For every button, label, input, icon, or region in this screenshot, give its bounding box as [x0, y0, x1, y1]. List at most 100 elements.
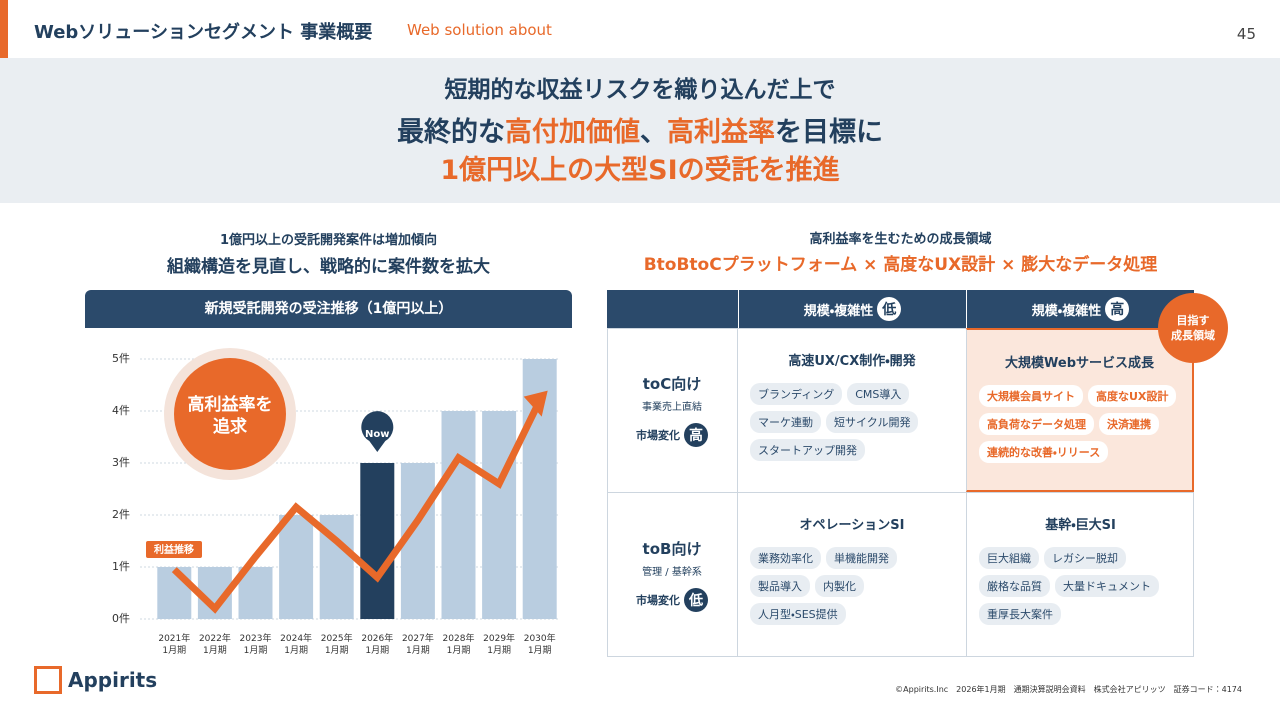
- matrix-cell: 高速UX/CX制作・開発 ブランディング CMS導入 マーケ連動 短サイクル開発 スタート…: [738, 328, 966, 492]
- profit-label-box: [146, 541, 202, 558]
- y-tick-label: 5件: [112, 352, 130, 365]
- tag: CMS導入: [847, 383, 910, 405]
- tag: 短サイクル開発: [826, 411, 919, 433]
- bar: [441, 411, 476, 619]
- headline-text: 短期的な収益リスクを織り込んだ上で: [444, 77, 836, 103]
- row-label: toC向け: [642, 375, 702, 393]
- tag-row: マーケ連動 短サイクル開発: [750, 411, 966, 439]
- left-lead: 1億円以上の受託開発案件は増加傾向: [219, 233, 438, 248]
- row-header: toB向け管理 / 基幹系市場変化低: [607, 492, 738, 657]
- left-heading: 組織構造を見直し、戦略的に案件数を拡大: [167, 257, 490, 277]
- x-tick-label: 2029年 1月期: [483, 634, 516, 656]
- tag: 単機能開発: [826, 547, 897, 569]
- cell-title: 高速UX/CX制作・開発: [788, 354, 916, 369]
- target-badge: 目指す 成長領域: [1158, 293, 1228, 363]
- tag: 大規模会員サイト: [979, 385, 1083, 407]
- row-badge: 低: [684, 587, 708, 612]
- right-heading: BtoBtoCプラットフォーム × 高度なUX設計 × 膨大なデータ処理: [643, 255, 1158, 275]
- tag-row: 連続的な改善・リリース: [979, 441, 1192, 469]
- profit-label: 利益推移: [154, 543, 194, 556]
- tag-row: 製品導入 内製化: [750, 575, 966, 603]
- bar: [360, 463, 395, 619]
- column-header: 規模・複雑性低: [738, 290, 966, 328]
- logo-mark: [34, 666, 62, 694]
- row-change-label: 市場変化: [636, 593, 680, 607]
- tag: マーケ連動: [750, 411, 821, 433]
- y-tick-label: 0件: [112, 612, 130, 625]
- headline-text: 、: [640, 117, 667, 148]
- x-tick-label: 2024年 1月期: [280, 634, 313, 656]
- tag-row: 高負荷なデータ処理 決済連携: [979, 413, 1192, 441]
- page-number: 45: [1236, 25, 1256, 43]
- page-subtitle: Web solution about: [407, 21, 552, 39]
- row-header: toC向け 事業売上直結 市場変化高: [607, 328, 738, 492]
- bar: [482, 411, 517, 619]
- column-label: 規模・複雑性: [1031, 303, 1102, 319]
- tag: 大量ドキュメント: [1055, 575, 1159, 597]
- goal-label: 高利益率を 追求: [187, 395, 273, 437]
- tag: 業務効率化: [750, 547, 821, 569]
- row-label: toB向け: [642, 539, 702, 558]
- now-pin: [361, 411, 394, 452]
- column-badge: 高: [1105, 297, 1130, 321]
- accent-bar: [0, 0, 8, 58]
- right-lead: 高利益率を生むための成長領域: [809, 232, 992, 247]
- now-label: Now: [365, 429, 389, 440]
- tag-row: 厳格な品質 大量ドキュメント: [979, 575, 1194, 603]
- x-tick-label: 2027年 1月期: [401, 634, 434, 656]
- tag: 連続的な改善・リリース: [979, 441, 1109, 463]
- row-badge: 高: [684, 423, 708, 447]
- headline-line: 1億円以上の大型SIの受託を推進: [0, 148, 1280, 187]
- matrix-cell: 基幹・巨大SI 巨大組織 レガシー脱却 厳格な品質 大量ドキュメント 重厚長大案件: [966, 492, 1194, 657]
- tag: レガシー脱却: [1044, 547, 1126, 569]
- row-change: 市場変化高: [636, 423, 708, 447]
- row-sub: 管理 / 基幹系: [642, 566, 702, 578]
- tag: 巨大組織: [979, 547, 1039, 569]
- column-label: 規模・複雑性: [803, 303, 874, 319]
- footer-note: ©Appirits.Inc 2026年1月期 通期決算説明会資料 株式会社アピリ…: [895, 685, 1242, 694]
- tag: 厳格な品質: [979, 575, 1050, 597]
- cell-title: 大規模Webサービス成長: [1005, 356, 1154, 371]
- row-divider: [607, 492, 1194, 493]
- tag: 高度なUX設計: [1088, 385, 1177, 407]
- tag-row: 業務効率化 単機能開発: [750, 547, 966, 575]
- headline-line: 短期的な収益リスクを織り込んだ上で: [0, 70, 1280, 104]
- matrix-cell: 大規模Webサービス成長大規模会員サイト 高度なUX設計高負荷なデータ処理 決済連携…: [966, 328, 1194, 492]
- bar: [157, 567, 192, 619]
- y-tick-label: 4件: [112, 404, 130, 417]
- tag-row: 人月型・SES提供: [750, 603, 966, 631]
- x-tick-label: 2030年 1月期: [523, 634, 556, 656]
- headline-text: 高利益率: [667, 117, 775, 148]
- headline-text: 1億円以上の大型SIの受託を推進: [440, 155, 840, 186]
- tag-row: 重厚長大案件: [979, 603, 1194, 631]
- tag-row: ブランディング CMS導入: [750, 383, 966, 411]
- row-divider: [607, 328, 1194, 329]
- y-tick-label: 2件: [112, 508, 130, 521]
- column-header: 規模・複雑性高: [966, 290, 1194, 328]
- page-title: Webソリューションセグメント 事業概要: [34, 22, 373, 43]
- headline-text: を目標に: [775, 117, 883, 148]
- logo: Appirits: [68, 668, 158, 692]
- chart-title: 新規受託開発の受注推移（1億円以上）: [85, 290, 572, 328]
- tag: 内製化: [815, 575, 864, 597]
- headline-text: 最終的な: [397, 117, 505, 148]
- tag: ブランディング: [750, 383, 843, 405]
- x-tick-label: 2025年 1月期: [320, 634, 353, 656]
- profit-line: [171, 399, 543, 614]
- column-badge: 低: [877, 297, 902, 321]
- tag: 決済連携: [1099, 413, 1159, 435]
- x-tick-label: 2028年 1月期: [442, 634, 475, 656]
- headline-text: 高付加価値: [505, 117, 640, 148]
- y-tick-label: 1件: [112, 560, 130, 573]
- tag: 人月型・SES提供: [750, 603, 846, 625]
- x-tick-label: 2023年 1月期: [239, 634, 272, 656]
- x-tick-label: 2026年 1月期: [361, 634, 394, 656]
- x-tick-label: 2022年 1月期: [198, 634, 231, 656]
- cell-title: 基幹・巨大SI: [1045, 518, 1116, 533]
- tag-row: 巨大組織 レガシー脱却: [979, 547, 1194, 575]
- bar: [279, 515, 314, 619]
- x-tick-label: 2021年 1月期: [158, 634, 191, 656]
- cell-title: オペレーションSI: [799, 518, 905, 533]
